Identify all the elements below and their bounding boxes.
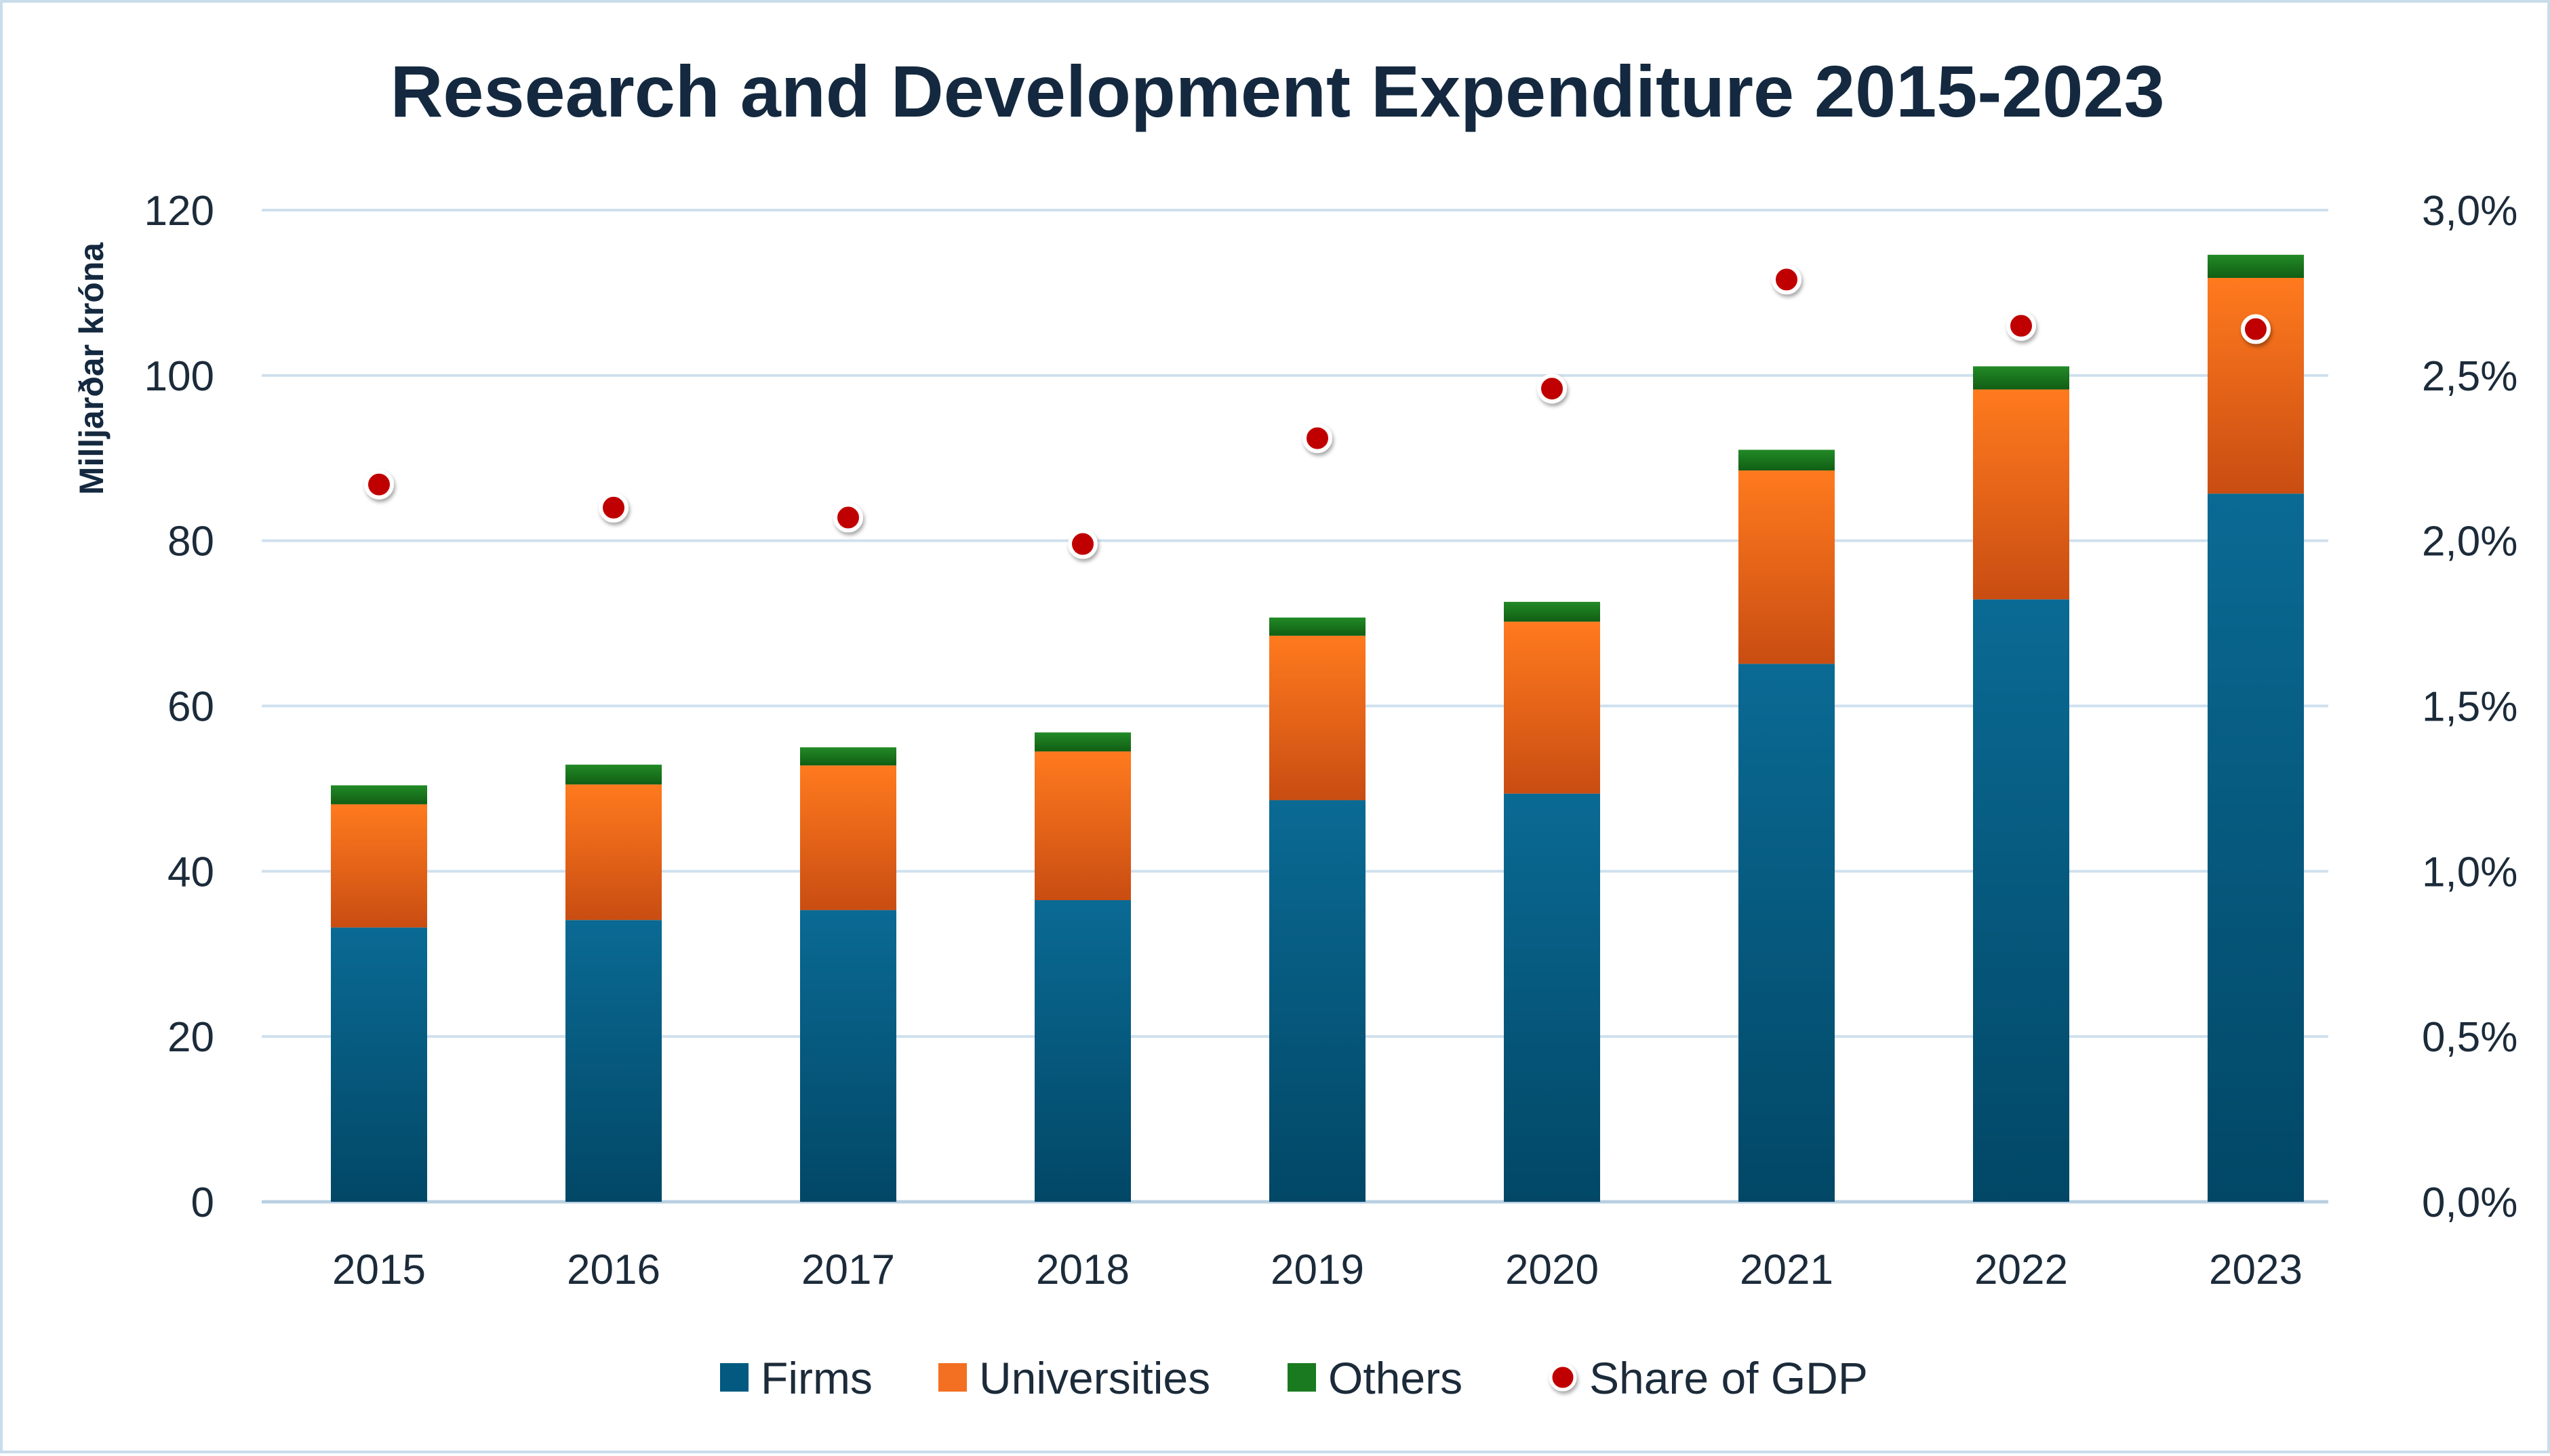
point-share-of-gdp-2015	[364, 469, 394, 500]
point-share-of-gdp-2016	[599, 492, 629, 523]
y2-tick-label: 0,0%	[2422, 1179, 2517, 1226]
bar-firms-2021	[1738, 664, 1835, 1202]
x-tick-label: 2019	[1271, 1247, 1364, 1293]
bar-others-2019	[1269, 618, 1366, 636]
y-tick-label: 40	[167, 849, 214, 895]
bar-others-2021	[1738, 449, 1835, 471]
x-tick-label: 2018	[1036, 1247, 1130, 1293]
point-share-of-gdp-2018	[1068, 529, 1098, 559]
bar-firms-2017	[800, 910, 896, 1202]
x-tick-label: 2016	[567, 1247, 660, 1293]
y-tick-label: 80	[167, 519, 214, 565]
bar-universities-2023	[2208, 277, 2304, 494]
legend-marker-firms	[720, 1363, 749, 1392]
bars	[331, 254, 2304, 1202]
legend-item-share-of-gdp: Share of GDP	[1549, 1353, 1868, 1403]
bar-others-2016	[565, 765, 662, 785]
legend: Firms Universities Others Share of GDP	[720, 1353, 1868, 1403]
legend-item-universities: Universities	[938, 1353, 1210, 1403]
x-tick-label: 2017	[801, 1247, 895, 1293]
y2-tick-label: 3,0%	[2422, 188, 2517, 235]
bar-others-2018	[1035, 732, 1131, 752]
legend-label-universities: Universities	[979, 1353, 1210, 1403]
bar-firms-2016	[565, 920, 662, 1202]
bar-firms-2022	[1973, 599, 2069, 1202]
legend-label-firms: Firms	[761, 1353, 873, 1403]
y2-tick-label: 0,5%	[2422, 1014, 2517, 1061]
legend-label-others: Others	[1328, 1353, 1462, 1403]
y-tick-label: 60	[167, 684, 214, 731]
bar-firms-2020	[1504, 793, 1600, 1202]
y2-tick-label: 2,5%	[2422, 353, 2517, 400]
x-tick-label: 2022	[1974, 1247, 2068, 1293]
legend-label-share-of-gdp: Share of GDP	[1589, 1353, 1868, 1403]
x-tick-label: 2015	[332, 1247, 426, 1293]
y-tick-label: 100	[144, 353, 214, 400]
y2-tick-label: 1,5%	[2422, 684, 2517, 731]
x-axis-ticks: 2015 2016 2017 2018 2019 2020 2021 2022 2023	[332, 1247, 2303, 1293]
y2-tick-label: 2,0%	[2422, 519, 2517, 565]
y-axis-ticks: 0 20 40 60 80 100 120	[144, 188, 214, 1226]
x-tick-label: 2020	[1505, 1247, 1599, 1293]
bar-others-2023	[2208, 254, 2304, 278]
chart-title: Research and Development Expenditure 201…	[390, 50, 2164, 132]
point-share-of-gdp-2021	[1772, 264, 1801, 295]
y-tick-label: 0	[191, 1179, 214, 1226]
y-tick-label: 120	[144, 188, 214, 235]
bar-firms-2018	[1035, 900, 1131, 1202]
legend-item-firms: Firms	[720, 1353, 873, 1403]
point-share-of-gdp-2023	[2241, 314, 2271, 344]
y2-tick-label: 1,0%	[2422, 849, 2517, 895]
point-share-of-gdp-2017	[833, 502, 863, 533]
bar-firms-2023	[2208, 493, 2304, 1202]
legend-marker-universities	[938, 1363, 967, 1392]
bar-firms-2015	[331, 927, 427, 1202]
y-tick-label: 20	[167, 1014, 214, 1061]
y2-axis-ticks: 0,0% 0,5% 1,0% 1,5% 2,0% 2,5% 3,0%	[2422, 188, 2517, 1226]
chart-svg: Research and Development Expenditure 201…	[73, 50, 2517, 1403]
point-share-of-gdp-2022	[2006, 310, 2036, 341]
bar-universities-2016	[565, 784, 662, 921]
point-share-of-gdp-2019	[1302, 423, 1332, 453]
x-tick-label: 2021	[1740, 1247, 1833, 1293]
bar-universities-2017	[800, 765, 896, 910]
x-tick-label: 2023	[2209, 1247, 2303, 1293]
bar-firms-2019	[1269, 800, 1366, 1202]
bar-universities-2019	[1269, 635, 1366, 801]
legend-marker-others	[1288, 1363, 1316, 1392]
bar-universities-2020	[1504, 622, 1600, 794]
share-of-gdp-points	[364, 264, 2271, 559]
bar-others-2017	[800, 747, 896, 766]
bar-others-2020	[1504, 601, 1600, 622]
point-share-of-gdp-2020	[1537, 373, 1567, 404]
bar-universities-2015	[331, 804, 427, 928]
legend-item-others: Others	[1288, 1353, 1462, 1403]
bar-universities-2022	[1973, 389, 2069, 600]
bar-universities-2021	[1738, 470, 1835, 664]
y-axis-label: Milljarðar króna	[73, 242, 111, 496]
bar-others-2022	[1973, 366, 2069, 390]
legend-marker-share-of-gdp	[1549, 1363, 1577, 1392]
bar-others-2015	[331, 785, 427, 805]
bar-universities-2018	[1035, 751, 1131, 901]
